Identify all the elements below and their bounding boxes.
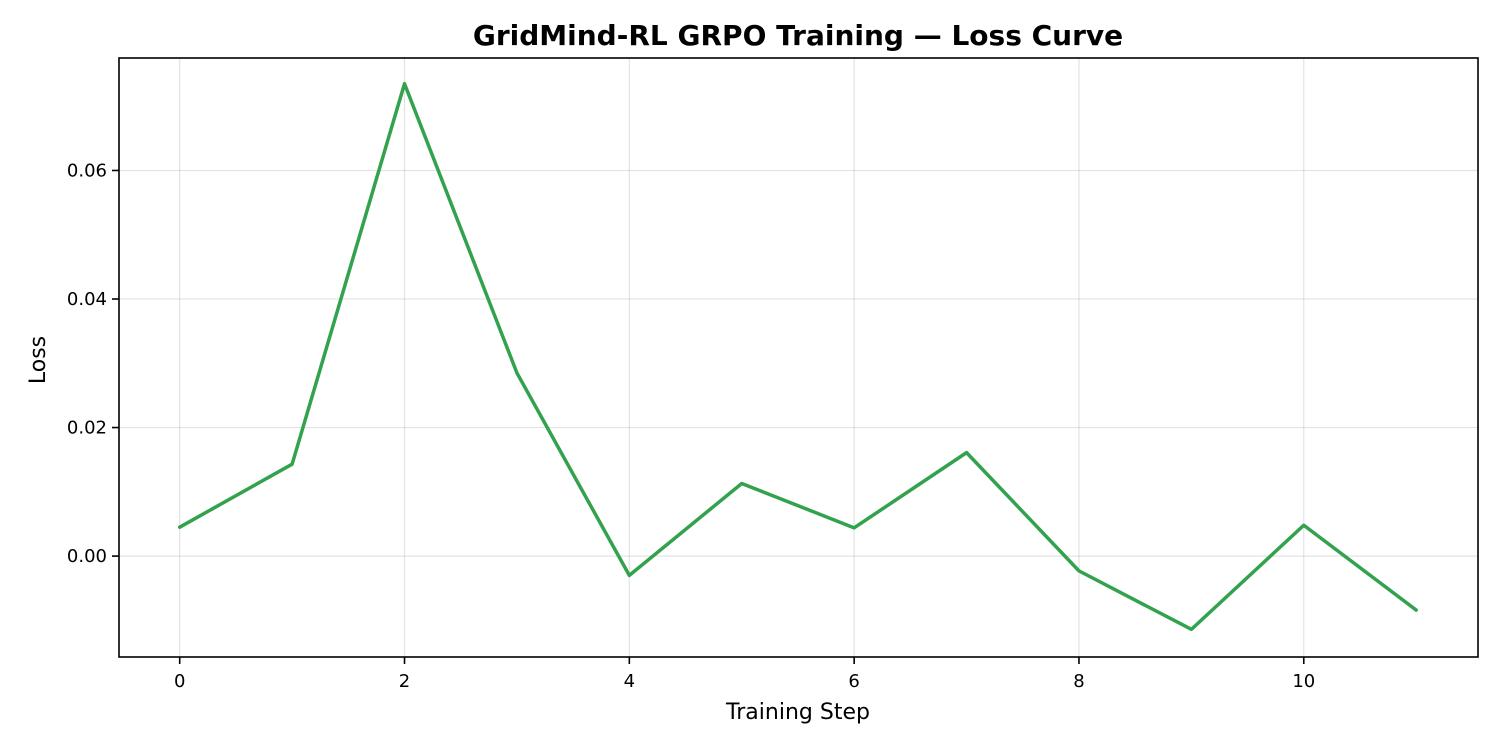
y-tick-label: 0.06 <box>67 160 107 181</box>
x-tick-label: 2 <box>399 671 410 692</box>
x-axis-label: Training Step <box>725 700 870 725</box>
x-tick-label: 4 <box>624 671 635 692</box>
x-tick-label: 10 <box>1292 671 1315 692</box>
plot-frame <box>118 57 1479 658</box>
x-tick-label: 0 <box>174 671 185 692</box>
grid-lines <box>119 58 1478 657</box>
x-tick-label: 8 <box>1073 671 1084 692</box>
series-layer <box>177 81 1418 632</box>
x-tick-label: 6 <box>848 671 859 692</box>
loss-series-line <box>177 81 1418 632</box>
chart-title: GridMind-RL GRPO Training — Loss Curve <box>473 19 1123 52</box>
y-axis-label: Loss <box>26 336 51 384</box>
y-tick-label: 0.04 <box>67 289 107 310</box>
axis-ticks: 0 2 4 6 8 10 0.00 0.02 0.04 0.06 <box>67 160 1315 692</box>
y-tick-label: 0.00 <box>67 546 107 567</box>
y-tick-label: 0.02 <box>67 418 107 439</box>
